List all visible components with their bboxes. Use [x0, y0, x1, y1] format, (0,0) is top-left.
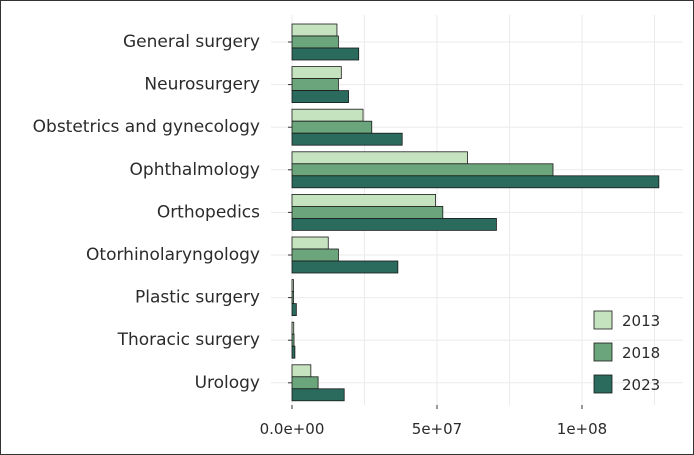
bar-ophthalmology-2018 [291, 163, 554, 177]
bar-thoracic-surgery-2023 [291, 345, 296, 359]
bar-general-surgery-2018 [291, 35, 339, 49]
category-label-otorhinolaryngology: Otorhinolaryngology [86, 245, 260, 265]
category-label-thoracic-surgery: Thoracic surgery [117, 330, 260, 350]
x-tick-label-0-0e-00: 0.0e+00 [260, 420, 325, 438]
x-tick-label-1e-08: 1e+08 [557, 420, 607, 438]
bar-otorhinolaryngology-2018 [291, 248, 339, 262]
legend-swatch-2018 [593, 342, 613, 362]
bar-urology-2018 [291, 376, 319, 390]
category-label-neurosurgery: Neurosurgery [144, 75, 260, 95]
bar-obstetrics-and-gynecology-2023 [291, 132, 403, 146]
bar-general-surgery-2013 [291, 23, 338, 37]
bar-otorhinolaryngology-2013 [291, 236, 329, 250]
category-label-plastic-surgery: Plastic surgery [135, 288, 260, 308]
legend-swatch-2023 [593, 374, 613, 394]
legend-label-2018: 2018 [622, 344, 660, 362]
legend-label-2013: 2013 [622, 312, 660, 330]
bar-neurosurgery-2023 [291, 90, 349, 103]
bar-neurosurgery-2013 [291, 66, 342, 79]
bar-ophthalmology-2023 [291, 175, 660, 189]
category-label-urology: Urology [195, 373, 260, 393]
bar-general-surgery-2023 [291, 47, 360, 61]
bar-urology-2023 [291, 388, 345, 402]
category-label-obstetrics-and-gynecology: Obstetrics and gynecology [33, 117, 260, 137]
bar-ophthalmology-2013 [291, 151, 468, 165]
bar-urology-2013 [291, 364, 312, 378]
x-tick-label-5e-07: 5e+07 [412, 420, 462, 438]
bar-obstetrics-and-gynecology-2018 [291, 120, 373, 134]
bar-plastic-surgery-2013 [291, 279, 294, 293]
bar-orthopedics-2023 [291, 217, 497, 231]
bar-obstetrics-and-gynecology-2013 [291, 108, 364, 122]
bar-orthopedics-2018 [291, 205, 444, 219]
bar-plastic-surgery-2023 [291, 303, 297, 317]
category-label-ophthalmology: Ophthalmology [130, 160, 260, 180]
category-label-general-surgery: General surgery [123, 32, 260, 52]
bar-neurosurgery-2018 [291, 78, 339, 91]
legend-swatch-2013 [593, 310, 613, 330]
category-label-orthopedics: Orthopedics [157, 202, 260, 222]
legend-label-2023: 2023 [622, 376, 660, 394]
bar-thoracic-surgery-2013 [291, 321, 295, 335]
bar-otorhinolaryngology-2023 [291, 260, 399, 274]
bar-thoracic-surgery-2018 [291, 333, 295, 347]
bar-orthopedics-2013 [291, 193, 436, 207]
bar-plastic-surgery-2018 [291, 291, 294, 305]
